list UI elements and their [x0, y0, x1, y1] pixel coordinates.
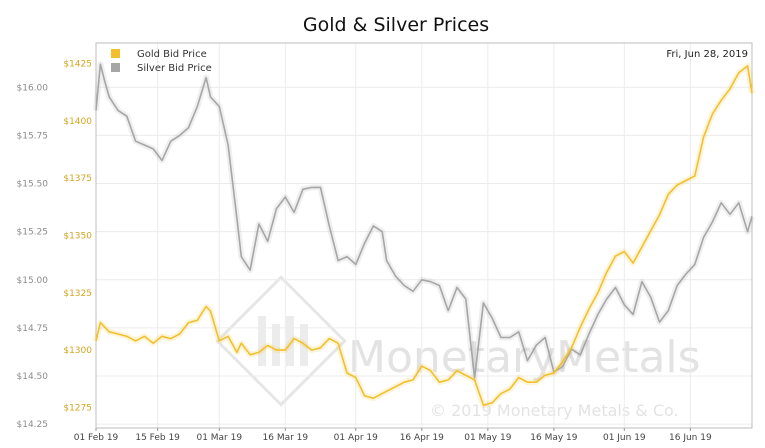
- y-tick-label-silver: $15.50: [17, 180, 49, 190]
- y-tick-label-silver: $14.50: [17, 372, 49, 382]
- y-tick-label-silver: $16.00: [17, 83, 49, 93]
- series-line-silver: [95, 63, 753, 379]
- x-tick-label: 01 Jun 19: [603, 433, 646, 443]
- plot-frame: [95, 42, 753, 429]
- x-tick-label: 01 Mar 19: [196, 433, 242, 443]
- y-tick-label-gold: $1350: [63, 232, 92, 242]
- date-label: Fri, Jun 28, 2019: [666, 49, 748, 60]
- x-tick-label: 16 May 19: [530, 433, 578, 443]
- x-tick-label: 01 Apr 19: [334, 433, 378, 443]
- x-tick-label: 16 Apr 19: [400, 433, 444, 443]
- y-tick-label-gold: $1300: [63, 346, 92, 356]
- y-tick-label-silver: $15.25: [17, 228, 49, 238]
- y-tick-label-silver: $14.75: [17, 324, 49, 334]
- series-line-gold: [95, 65, 753, 406]
- y-tick-label-gold: $1400: [63, 117, 92, 127]
- watermark-bar: [272, 324, 280, 366]
- series-layer: [93, 61, 755, 409]
- y-tick-label-gold: $1425: [63, 60, 92, 70]
- watermark-bar: [258, 316, 266, 366]
- x-tick-label: 01 Feb 19: [74, 433, 119, 443]
- x-tick-label: 16 Mar 19: [263, 433, 309, 443]
- watermark-bar: [286, 316, 294, 366]
- axes: $14.25 $14.50 $14.75 $15.00 $15.25 $15.50 $15.…: [17, 60, 712, 443]
- y-tick-label-gold: $1275: [63, 403, 92, 413]
- watermark: MonetaryMetals © 2019 Monetary Metals & …: [215, 275, 701, 420]
- legend-swatch-silver: [111, 63, 120, 72]
- legend-swatch-gold: [111, 49, 120, 58]
- y-tick-label-silver: $15.00: [17, 276, 49, 286]
- legend-label-silver: Silver Bid Price: [137, 63, 212, 74]
- y-tick-label-gold: $1325: [63, 289, 92, 299]
- x-tick-label: 01 May 19: [464, 433, 512, 443]
- y-tick-label-gold: $1375: [63, 174, 92, 184]
- watermark-diamond: [215, 275, 347, 407]
- x-tick-label: 16 Jun 19: [669, 433, 712, 443]
- legend: Gold Bid Price Silver Bid Price: [111, 49, 212, 74]
- x-tick-label: 15 Feb 19: [135, 433, 180, 443]
- y-tick-label-silver: $15.75: [17, 131, 49, 141]
- chart-title: Gold & Silver Prices: [303, 14, 489, 36]
- y-tick-label-silver: $14.25: [17, 420, 49, 430]
- watermark-logo-text: MonetaryMetals: [348, 332, 701, 383]
- legend-label-gold: Gold Bid Price: [137, 49, 207, 60]
